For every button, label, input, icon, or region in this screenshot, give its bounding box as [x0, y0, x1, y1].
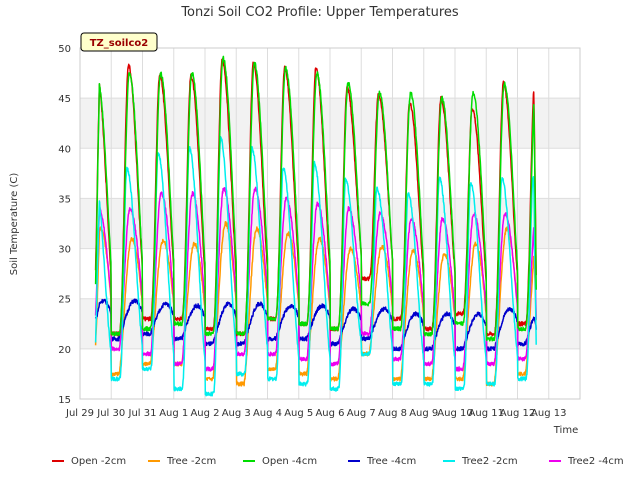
x-tick-label: Aug 13: [531, 408, 566, 419]
legend-label: Tree2 -2cm: [461, 456, 518, 467]
y-tick-label: 50: [58, 44, 71, 55]
legend-label: Tree2 -4cm: [567, 456, 624, 467]
y-tick-label: 35: [58, 194, 71, 205]
y-axis-label: Soil Temperature (C): [9, 173, 20, 276]
legend-label: Open -4cm: [262, 456, 317, 467]
x-tick-label: Aug 11: [469, 408, 504, 419]
x-tick-label: Aug 5: [284, 408, 313, 419]
x-tick-label: Jul 30: [96, 408, 125, 419]
y-tick-label: 30: [58, 245, 71, 256]
series-line-tree2-4cm: [94, 186, 537, 372]
y-axis-ticks: 15 20 25 30 35 40 45 50: [58, 44, 71, 406]
legend: Open -2cm Tree -2cm Open -4cm Tree -4cm Tree…: [52, 456, 624, 467]
y-tick-label: 20: [58, 345, 71, 356]
legend-entry: Tree -4cm: [348, 456, 416, 467]
x-tick-label: Jul 29: [65, 408, 94, 419]
x-tick-label: Aug 1: [159, 408, 188, 419]
x-tick-label: Jul 31: [128, 408, 157, 419]
series-layer: [94, 55, 537, 397]
x-axis-ticks: Jul 29 Jul 30 Jul 31 Aug 1 Aug 2 Aug 3 Aug 4 Au…: [65, 408, 566, 419]
y-tick-label: 40: [58, 144, 71, 155]
series-line-open-4cm: [94, 55, 537, 342]
x-tick-label: Aug 9: [409, 408, 438, 419]
site-badge-label: TZ_soilco2: [90, 38, 149, 49]
x-tick-label: Aug 10: [437, 408, 472, 419]
y-tick-label: 25: [58, 295, 71, 306]
x-axis-label: Time: [553, 425, 578, 436]
site-badge-box: [80, 32, 158, 52]
plot-frame: [79, 47, 581, 400]
series-line-tree-4cm: [94, 298, 537, 352]
site-badge: TZ_soilco2: [80, 32, 158, 52]
x-tick-label: Aug 2: [190, 408, 219, 419]
x-tick-label: Aug 6: [315, 408, 344, 419]
legend-label: Open -2cm: [71, 456, 126, 467]
series-line-tree2-2cm: [94, 135, 537, 397]
y-tick-label: 15: [58, 395, 71, 406]
x-tick-label: Aug 8: [378, 408, 407, 419]
legend-entry: Tree -2cm: [148, 456, 216, 467]
x-tick-label: Aug 7: [347, 408, 376, 419]
x-tick-label: Aug 4: [253, 408, 282, 419]
legend-entry: Open -2cm: [52, 456, 126, 467]
legend-entry: Tree2 -4cm: [549, 456, 624, 467]
chart-title: Tonzi Soil CO2 Profile: Upper Temperatur…: [180, 5, 459, 20]
legend-label: Tree -2cm: [166, 456, 216, 467]
y-tick-label: 45: [58, 94, 71, 105]
x-tick-label: Aug 12: [500, 408, 535, 419]
legend-label: Tree -4cm: [366, 456, 416, 467]
legend-entry: Tree2 -2cm: [443, 456, 518, 467]
x-tick-label: Aug 3: [222, 408, 251, 419]
legend-entry: Open -4cm: [243, 456, 317, 467]
series-line-tree-2cm: [94, 221, 537, 387]
